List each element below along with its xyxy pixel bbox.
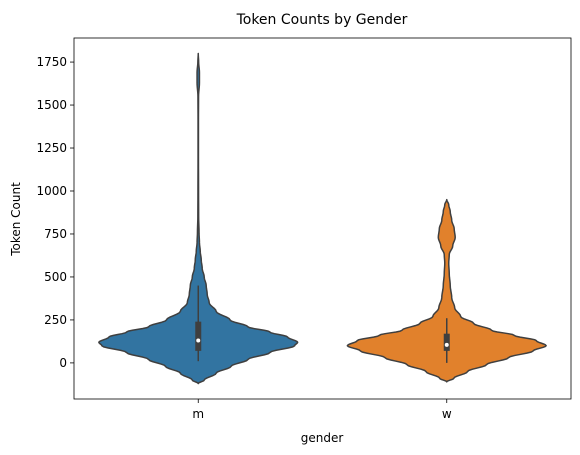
plot-frame bbox=[73, 37, 572, 400]
iqr-box-m bbox=[195, 321, 202, 351]
median-point-m bbox=[196, 338, 201, 343]
y-tick-label: 1500 bbox=[36, 98, 67, 112]
y-axis-title: Token Count bbox=[9, 182, 23, 257]
y-axis: 0 250 500 750 1000 1250 1500 1750 bbox=[36, 55, 74, 370]
chart-title: Token Counts by Gender bbox=[236, 12, 408, 28]
y-tick-label: 1000 bbox=[36, 184, 67, 198]
y-tick-label: 250 bbox=[44, 313, 67, 327]
y-tick-label: 1250 bbox=[36, 141, 67, 155]
violin-m bbox=[98, 52, 299, 385]
violin-w bbox=[346, 198, 547, 383]
plot-area bbox=[98, 52, 547, 385]
y-tick-label: 0 bbox=[59, 356, 67, 370]
y-tick-label: 750 bbox=[44, 227, 67, 241]
y-tick-label: 500 bbox=[44, 270, 67, 284]
median-point-w bbox=[444, 342, 449, 347]
x-axis-title: gender bbox=[301, 431, 344, 445]
x-tick-label: w bbox=[442, 407, 452, 421]
x-tick-label: m bbox=[192, 407, 204, 421]
iqr-box-w bbox=[443, 333, 450, 351]
y-tick-label: 1750 bbox=[36, 55, 67, 69]
